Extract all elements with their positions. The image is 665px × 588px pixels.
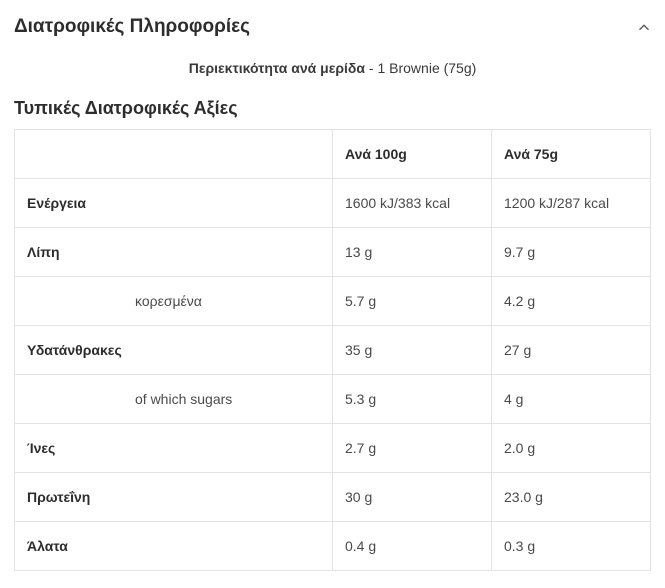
table-row: of which sugars5.3 g4 g xyxy=(15,375,651,424)
table-header-row: Ανά 100g Ανά 75g xyxy=(15,130,651,179)
accordion-header[interactable]: Διατροφικές Πληροφορίες xyxy=(14,12,651,52)
cell-per100: 1600 kJ/383 kcal xyxy=(333,179,492,228)
serving-label: Περιεκτικότητα ανά μερίδα xyxy=(189,60,365,76)
col-header-per75: Ανά 75g xyxy=(492,130,651,179)
row-sublabel: of which sugars xyxy=(15,375,333,424)
row-label: Υδατάνθρακες xyxy=(15,326,333,375)
table-row: Υδατάνθρακες35 g27 g xyxy=(15,326,651,375)
cell-per100: 0.4 g xyxy=(333,522,492,571)
cell-per100: 5.7 g xyxy=(333,277,492,326)
chevron-up-icon xyxy=(637,20,651,34)
cell-per100: 2.7 g xyxy=(333,424,492,473)
cell-per75: 0.3 g xyxy=(492,522,651,571)
section-title: Διατροφικές Πληροφορίες xyxy=(14,16,250,38)
cell-per75: 27 g xyxy=(492,326,651,375)
cell-per100: 30 g xyxy=(333,473,492,522)
row-label: Λίπη xyxy=(15,228,333,277)
col-header-per100: Ανά 100g xyxy=(333,130,492,179)
cell-per75: 4 g xyxy=(492,375,651,424)
table-row: κορεσμένα5.7 g4.2 g xyxy=(15,277,651,326)
cell-per100: 35 g xyxy=(333,326,492,375)
row-label: Ίνες xyxy=(15,424,333,473)
cell-per75: 23.0 g xyxy=(492,473,651,522)
table-row: Λίπη13 g9.7 g xyxy=(15,228,651,277)
serving-info: Περιεκτικότητα ανά μερίδα - 1 Brownie (7… xyxy=(14,52,651,98)
cell-per75: 9.7 g xyxy=(492,228,651,277)
row-label: Ενέργεια xyxy=(15,179,333,228)
table-row: Πρωτεΐνη30 g23.0 g xyxy=(15,473,651,522)
serving-separator: - xyxy=(365,60,377,76)
table-row: Άλατα0.4 g0.3 g xyxy=(15,522,651,571)
row-label: Πρωτεΐνη xyxy=(15,473,333,522)
table-row: Ενέργεια1600 kJ/383 kcal1200 kJ/287 kcal xyxy=(15,179,651,228)
row-label: Άλατα xyxy=(15,522,333,571)
cell-per75: 2.0 g xyxy=(492,424,651,473)
col-header-empty xyxy=(15,130,333,179)
cell-per75: 1200 kJ/287 kcal xyxy=(492,179,651,228)
table-row: Ίνες2.7 g2.0 g xyxy=(15,424,651,473)
cell-per100: 5.3 g xyxy=(333,375,492,424)
cell-per100: 13 g xyxy=(333,228,492,277)
cell-per75: 4.2 g xyxy=(492,277,651,326)
table-body: Ενέργεια1600 kJ/383 kcal1200 kJ/287 kcal… xyxy=(15,179,651,571)
subheading: Τυπικές Διατροφικές Αξίες xyxy=(14,98,651,129)
nutrition-table: Ανά 100g Ανά 75g Ενέργεια1600 kJ/383 kca… xyxy=(14,129,651,571)
serving-value: 1 Brownie (75g) xyxy=(377,60,476,76)
row-sublabel: κορεσμένα xyxy=(15,277,333,326)
